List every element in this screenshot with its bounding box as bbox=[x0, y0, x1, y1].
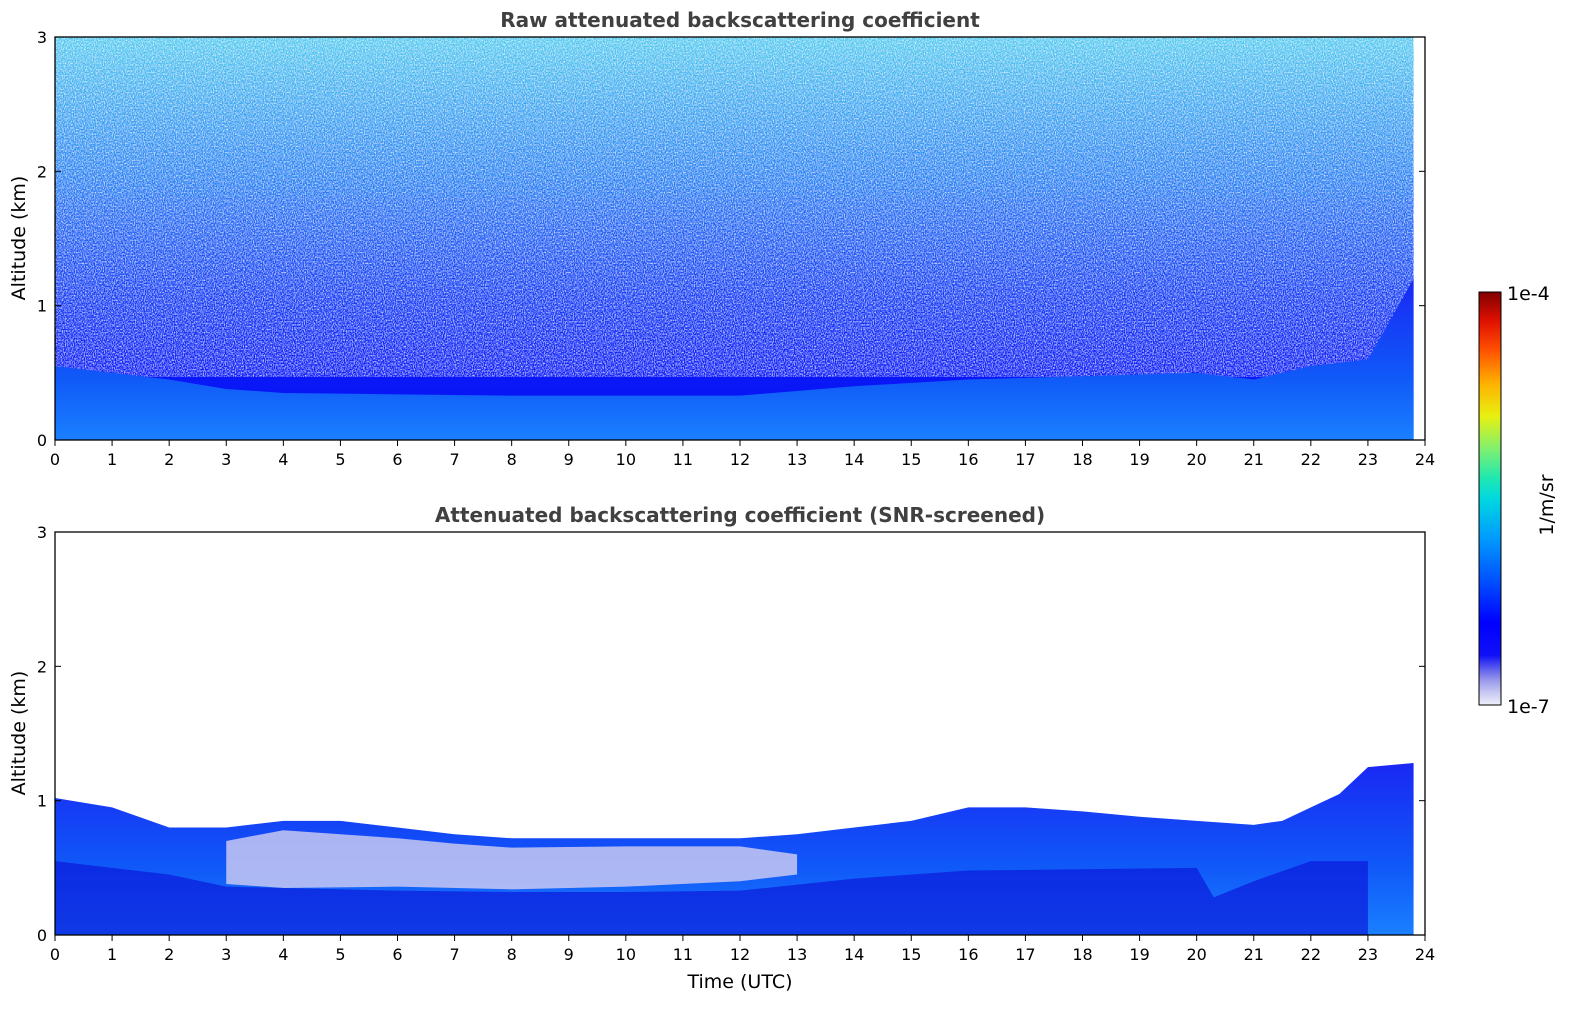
x-tick-label: 9 bbox=[564, 945, 574, 964]
x-tick-label: 17 bbox=[1015, 945, 1035, 964]
colorbar: 1e-4 1e-7 1/m/sr bbox=[1478, 283, 1558, 718]
y-axis: 0 1 2 3 bbox=[37, 523, 1425, 945]
x-axis: 0 1 2 3 4 5 6 7 8 9 10 11 12 13 14 15 16 17 18 19 20 21 22 23 24 bbox=[50, 440, 1435, 469]
x-tick-label: 1 bbox=[107, 945, 117, 964]
y-tick-label: 1 bbox=[37, 792, 47, 811]
x-tick-label: 4 bbox=[278, 945, 288, 964]
x-tick-label: 13 bbox=[787, 945, 807, 964]
y-tick-label: 2 bbox=[37, 657, 47, 676]
x-tick-label: 10 bbox=[616, 450, 636, 469]
x-tick-label: 18 bbox=[1072, 945, 1092, 964]
x-tick-label: 7 bbox=[449, 945, 459, 964]
x-tick-label: 15 bbox=[901, 945, 921, 964]
y-tick-label: 2 bbox=[37, 162, 47, 181]
x-tick-label: 7 bbox=[449, 450, 459, 469]
x-tick-label: 3 bbox=[221, 450, 231, 469]
x-tick-label: 20 bbox=[1186, 450, 1206, 469]
colorbar-scale bbox=[1478, 291, 1502, 706]
colorbar-max-label: 1e-4 bbox=[1507, 283, 1550, 305]
x-tick-label: 24 bbox=[1415, 945, 1435, 964]
y-tick-label: 1 bbox=[37, 297, 47, 316]
aerosol-layer-core bbox=[55, 861, 1368, 935]
y-axis-label: Altitude (km) bbox=[8, 671, 30, 796]
x-tick-label: 10 bbox=[616, 945, 636, 964]
x-tick-label: 8 bbox=[507, 450, 517, 469]
x-tick-label: 22 bbox=[1301, 450, 1321, 469]
x-tick-label: 12 bbox=[730, 945, 750, 964]
noise-speckle-cyan bbox=[55, 37, 1415, 197]
x-tick-label: 23 bbox=[1358, 945, 1378, 964]
boundary-layer bbox=[55, 278, 1414, 440]
x-tick-label: 2 bbox=[164, 945, 174, 964]
x-tick-label: 19 bbox=[1129, 450, 1149, 469]
x-tick-label: 5 bbox=[335, 450, 345, 469]
x-tick-label: 12 bbox=[730, 450, 750, 469]
y-tick-label: 0 bbox=[37, 431, 47, 450]
x-tick-label: 16 bbox=[958, 450, 978, 469]
y-tick-label: 3 bbox=[37, 523, 47, 542]
x-tick-label: 6 bbox=[392, 450, 402, 469]
x-tick-label: 8 bbox=[507, 945, 517, 964]
x-tick-label: 23 bbox=[1358, 450, 1378, 469]
x-tick-label: 11 bbox=[673, 945, 693, 964]
x-tick-label: 9 bbox=[564, 450, 574, 469]
x-tick-label: 18 bbox=[1072, 450, 1092, 469]
x-tick-label: 21 bbox=[1244, 945, 1264, 964]
x-tick-label: 24 bbox=[1415, 450, 1435, 469]
x-tick-label: 0 bbox=[50, 945, 60, 964]
x-tick-label: 17 bbox=[1015, 450, 1035, 469]
raw-backscatter-panel: Raw attenuated backscattering coefficien… bbox=[8, 8, 1435, 469]
y-tick-label: 3 bbox=[37, 28, 47, 47]
x-tick-label: 16 bbox=[958, 945, 978, 964]
colorbar-unit-label: 1/m/sr bbox=[1536, 474, 1558, 535]
screened-backscatter-panel: Attenuated backscattering coefficient (S… bbox=[8, 503, 1435, 993]
x-tick-label: 11 bbox=[673, 450, 693, 469]
colorbar-min-label: 1e-7 bbox=[1507, 696, 1550, 718]
x-axis: 0 1 2 3 4 5 6 7 8 9 10 11 12 13 14 15 16 17 18 19 20 21 22 23 24 bbox=[50, 935, 1435, 964]
chart-title: Raw attenuated backscattering coefficien… bbox=[500, 8, 980, 32]
x-tick-label: 2 bbox=[164, 450, 174, 469]
x-tick-label: 4 bbox=[278, 450, 288, 469]
x-tick-label: 14 bbox=[844, 450, 864, 469]
chart-title: Attenuated backscattering coefficient (S… bbox=[435, 503, 1045, 527]
x-axis-label: Time (UTC) bbox=[686, 971, 792, 993]
x-tick-label: 5 bbox=[335, 945, 345, 964]
x-tick-label: 14 bbox=[844, 945, 864, 964]
y-axis-label: Altitude (km) bbox=[8, 176, 30, 301]
x-tick-label: 20 bbox=[1186, 945, 1206, 964]
x-tick-label: 21 bbox=[1244, 450, 1264, 469]
y-axis: 0 1 2 3 bbox=[37, 28, 1425, 450]
x-tick-label: 6 bbox=[392, 945, 402, 964]
x-tick-label: 15 bbox=[901, 450, 921, 469]
low-signal-region bbox=[226, 830, 798, 890]
y-tick-label: 0 bbox=[37, 926, 47, 945]
x-tick-label: 0 bbox=[50, 450, 60, 469]
x-tick-label: 3 bbox=[221, 945, 231, 964]
x-tick-label: 1 bbox=[107, 450, 117, 469]
x-tick-label: 19 bbox=[1129, 945, 1149, 964]
x-tick-label: 13 bbox=[787, 450, 807, 469]
x-tick-label: 22 bbox=[1301, 945, 1321, 964]
